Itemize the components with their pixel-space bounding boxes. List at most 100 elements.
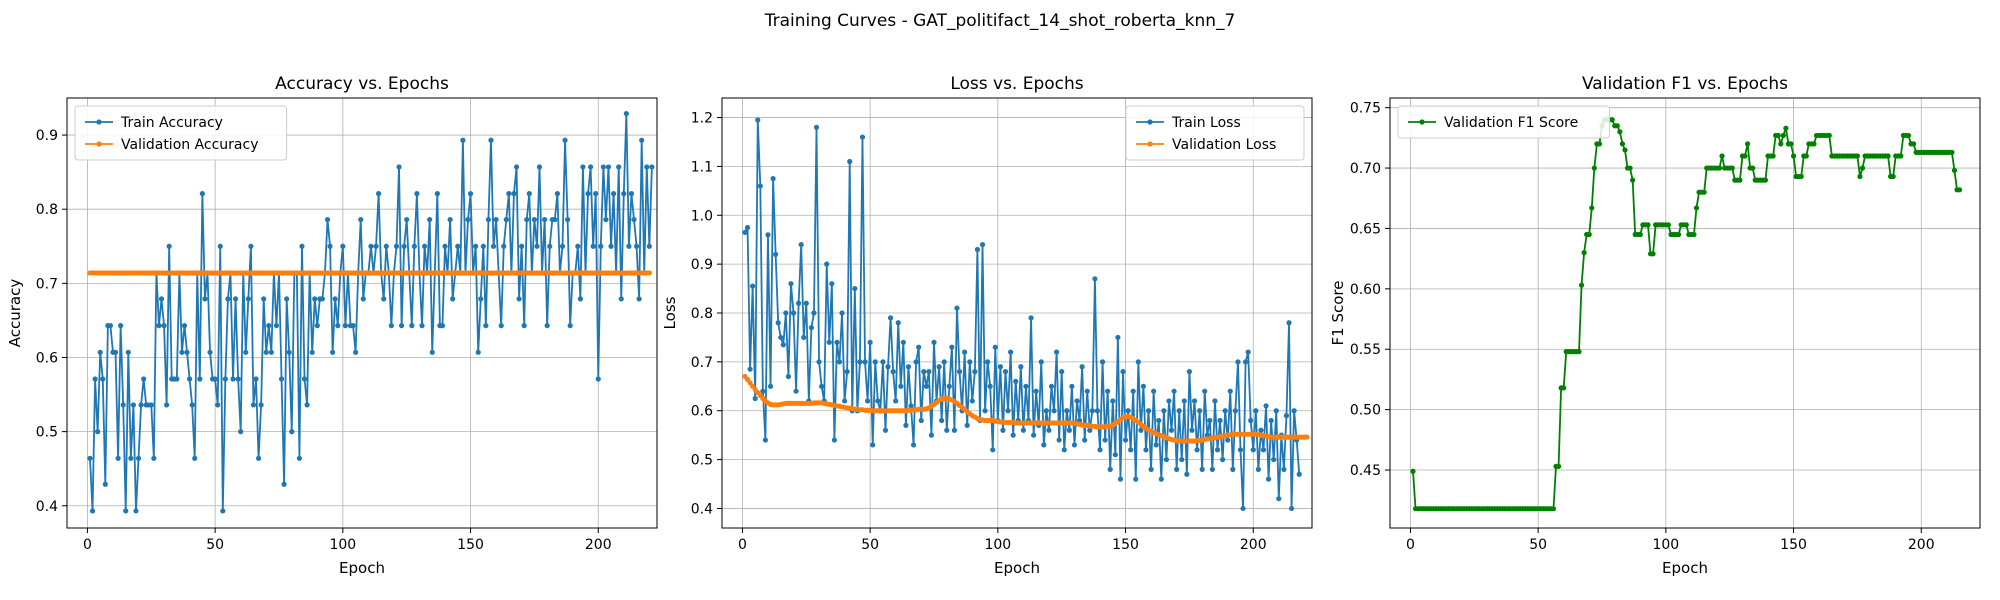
data-point bbox=[1248, 417, 1254, 424]
data-point bbox=[605, 164, 612, 170]
data-point bbox=[419, 323, 425, 329]
data-point bbox=[1811, 141, 1817, 147]
chart-title: Validation F1 vs. Epochs bbox=[1582, 74, 1788, 94]
x-tick-label: 200 bbox=[1908, 537, 1935, 553]
data-point bbox=[1176, 408, 1182, 414]
data-point bbox=[1217, 417, 1223, 424]
data-point bbox=[626, 243, 632, 249]
data-point bbox=[941, 359, 947, 365]
data-point bbox=[801, 334, 807, 341]
data-point bbox=[404, 216, 410, 223]
data-point bbox=[1189, 427, 1195, 433]
data-point bbox=[314, 323, 320, 329]
data-point bbox=[396, 164, 402, 170]
data-point bbox=[1161, 408, 1167, 414]
y-tick-label: 1.2 bbox=[691, 111, 713, 127]
data-point bbox=[954, 305, 960, 311]
data-point bbox=[964, 422, 970, 428]
data-point bbox=[1258, 427, 1264, 433]
chart-f1: 0 50 100 150 200 0.45 0.50 0.55 0.60 0.65 0.70 0.75… bbox=[1329, 74, 1981, 577]
y-tick-label: 0.6 bbox=[691, 404, 713, 420]
data-point bbox=[1069, 383, 1075, 389]
data-point bbox=[1803, 153, 1809, 159]
data-point bbox=[89, 508, 96, 514]
data-point bbox=[831, 437, 837, 443]
data-point bbox=[401, 243, 407, 249]
data-point bbox=[946, 383, 952, 389]
data-point bbox=[1693, 205, 1700, 211]
data-point bbox=[780, 342, 786, 348]
legend: Train Accuracy Validation Accuracy bbox=[74, 105, 288, 161]
data-point bbox=[450, 296, 456, 302]
data-point bbox=[760, 388, 766, 394]
y-tick-label: 0.7 bbox=[691, 355, 713, 371]
data-point bbox=[905, 364, 912, 370]
data-point bbox=[1064, 408, 1070, 414]
data-point bbox=[434, 191, 440, 197]
data-point bbox=[898, 383, 904, 389]
data-point bbox=[875, 398, 881, 404]
data-point bbox=[107, 323, 114, 329]
data-point bbox=[623, 110, 629, 117]
data-point bbox=[230, 376, 236, 382]
data-point bbox=[1701, 189, 1707, 195]
data-point bbox=[1168, 427, 1175, 433]
data-point bbox=[1589, 205, 1595, 211]
data-point bbox=[1099, 359, 1106, 365]
data-point bbox=[1775, 132, 1781, 139]
data-point bbox=[936, 364, 942, 370]
data-point bbox=[1235, 359, 1241, 365]
data-point bbox=[330, 349, 336, 355]
data-point bbox=[427, 216, 433, 223]
data-point bbox=[255, 455, 262, 461]
y-tick-label: 0.55 bbox=[1350, 342, 1381, 358]
legend-marker bbox=[96, 119, 102, 125]
data-point bbox=[373, 243, 379, 249]
data-point bbox=[1253, 408, 1259, 414]
data-point bbox=[319, 296, 326, 302]
data-point bbox=[473, 243, 479, 249]
data-point bbox=[278, 376, 285, 382]
data-point bbox=[128, 455, 134, 461]
data-point bbox=[488, 137, 494, 143]
data-point bbox=[1410, 468, 1416, 474]
y-tick-label: 1.0 bbox=[691, 208, 713, 224]
data-point bbox=[747, 366, 753, 372]
data-point bbox=[1750, 165, 1756, 171]
data-point bbox=[342, 323, 348, 329]
data-point bbox=[1151, 388, 1157, 394]
data-point bbox=[1614, 123, 1620, 129]
data-point bbox=[1053, 349, 1060, 355]
data-point bbox=[1184, 471, 1190, 477]
data-point bbox=[1087, 427, 1093, 433]
data-point bbox=[1232, 408, 1238, 414]
data-point bbox=[301, 376, 308, 382]
data-point bbox=[1857, 173, 1863, 180]
data-point bbox=[600, 164, 606, 170]
data-point bbox=[1082, 437, 1088, 443]
data-point bbox=[1245, 349, 1251, 355]
data-point bbox=[1885, 153, 1891, 159]
data-point bbox=[281, 481, 287, 487]
data-point bbox=[567, 323, 573, 329]
data-point bbox=[1225, 437, 1231, 443]
data-point bbox=[785, 373, 792, 380]
data-point bbox=[1140, 383, 1147, 389]
data-point bbox=[542, 216, 548, 223]
data-point bbox=[360, 296, 366, 302]
data-point bbox=[1005, 408, 1011, 414]
data-point bbox=[1133, 476, 1139, 482]
data-point bbox=[544, 323, 550, 329]
data-point bbox=[890, 369, 896, 375]
data-point bbox=[870, 442, 876, 448]
data-point bbox=[1117, 476, 1124, 482]
data-point bbox=[1202, 388, 1208, 394]
x-tick-label: 50 bbox=[206, 537, 224, 553]
data-point bbox=[1074, 398, 1080, 404]
legend-box bbox=[1125, 105, 1305, 161]
data-point bbox=[631, 216, 637, 223]
data-point bbox=[135, 455, 142, 461]
data-point bbox=[646, 270, 652, 276]
data-point bbox=[1627, 165, 1633, 171]
data-point bbox=[335, 323, 341, 329]
